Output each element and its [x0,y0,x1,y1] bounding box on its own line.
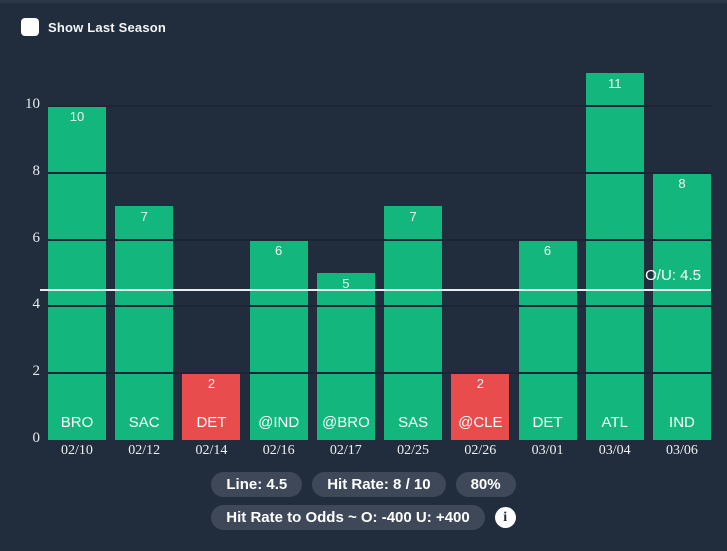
y-axis-tick: 0 [32,430,41,446]
x-axis-date-label: 02/10 [61,443,93,458]
gridline [48,238,711,241]
info-icon[interactable]: i [494,507,516,528]
hit-rate-bar-chart: 0 2 4 6 8 10 10 BRO 7 SAC 2 DET 6 @IND 5 @BRO 7 SAS 2 @CLE… [0,3,727,465]
over-under-label: O/U: 4.5 [645,266,701,284]
game-bar-02/16[interactable]: 6 @IND [249,239,308,440]
y-axis-tick: 6 [32,229,41,246]
game-bar-02/14[interactable]: 2 DET [182,373,241,440]
y-axis-tick: 4 [32,296,41,313]
bar-value-label: 2 [476,376,484,392]
x-axis-date-label: 02/16 [262,443,295,458]
bar-opponent-label: @BRO [322,414,370,431]
summary-footer: Line: 4.5 Hit Rate: 8 / 10 80% Hit Rate … [0,472,727,530]
x-axis-date-label: 03/01 [531,443,564,458]
over-under-line [40,288,711,291]
x-axis-date-label: 02/17 [329,443,362,458]
game-bar-02/10[interactable]: 10 BRO [48,106,106,440]
show-last-season-toggle[interactable]: Show Last Season [21,18,166,36]
bar-opponent-label: BRO [60,414,94,431]
x-axis-dates: 02/10 02/12 02/14 02/16 02/17 02/25 02/26 03/01… [48,443,711,459]
game-bar-02/12[interactable]: 7 SAC [115,206,174,440]
game-bar-02/26[interactable]: 2 @CLE [451,373,510,440]
x-axis-date-label: 03/04 [598,443,631,458]
bar-value-label: 11 [608,75,622,91]
gridline [48,105,711,107]
y-axis-tick: 10 [25,96,40,112]
odds-badge-row: Hit Rate to Odds ~ O: -400 U: +400 i [211,505,516,530]
bar-opponent-label: IND [669,414,695,431]
plot-area: 10 BRO 7 SAC 2 DET 6 @IND 5 @BRO 7 SAS 2 @CLE 6 DET 11 AT… [40,69,711,440]
gridline [48,171,711,174]
gridline [48,372,711,375]
game-bar-03/04[interactable]: 11 ATL [585,72,644,440]
bar-value-label: 5 [342,276,350,291]
game-bar-02/17[interactable]: 5 @BRO [316,273,375,440]
x-axis-date-label: 02/12 [128,443,161,458]
x-axis-date-label: 02/14 [195,443,228,458]
y-axis-tick: 8 [32,162,41,179]
bar-opponent-label: ATL [601,414,628,431]
bar-opponent-label: @IND [258,414,300,431]
bar-opponent-label: @CLE [458,414,503,431]
hit-percent-badge: 80% [455,472,516,497]
bar-opponent-label: DET [532,414,563,431]
hit-rate-to-odds-badge: Hit Rate to Odds ~ O: -400 U: +400 [211,505,485,530]
show-last-season-label: Show Last Season [48,19,167,35]
bar-value-label: 6 [543,242,552,258]
bar-opponent-label: DET [196,414,227,431]
stats-badge-row: Line: 4.5 Hit Rate: 8 / 10 80% [211,472,516,497]
x-axis-date-label: 02/26 [464,443,497,458]
bar-value-label: 8 [678,175,686,191]
bar-value-label: 2 [207,376,216,392]
show-last-season-checkbox[interactable] [21,18,39,36]
game-bar-03/01[interactable]: 6 DET [518,239,577,440]
game-bar-02/25[interactable]: 7 SAS [384,206,443,440]
bar-opponent-label: SAS [398,414,429,431]
hit-rate-badge: Hit Rate: 8 / 10 [312,472,446,497]
y-axis-tick: 2 [32,363,41,380]
x-axis-date-label: 02/25 [397,443,430,458]
gridline [48,305,711,308]
bar-value-label: 6 [275,242,283,258]
x-axis-date-label: 03/06 [666,443,698,458]
line-badge: Line: 4.5 [211,472,303,497]
bars-container: 10 BRO 7 SAC 2 DET 6 @IND 5 @BRO 7 SAS 2 @CLE 6 DET 11 AT… [48,69,711,440]
bar-value-label: 7 [409,209,417,225]
bar-value-label: 10 [69,109,85,124]
bar-opponent-label: SAC [128,414,160,431]
bar-value-label: 7 [140,209,148,225]
